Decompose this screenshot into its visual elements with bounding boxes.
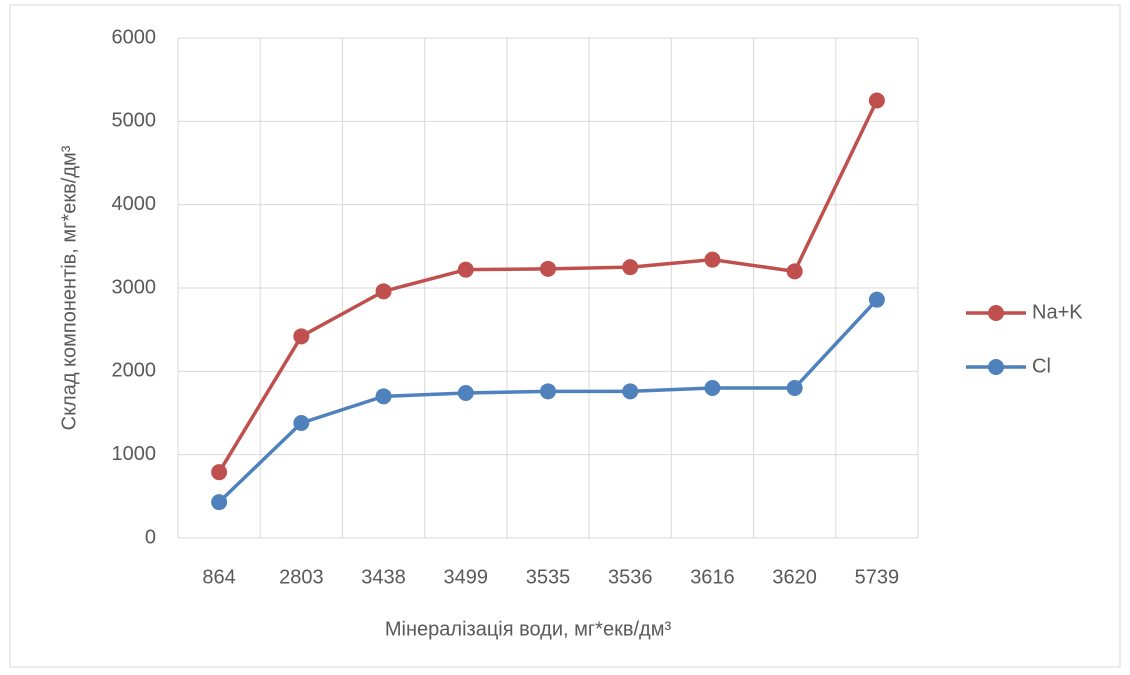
y-tick-label: 5000 [112,110,157,132]
point [868,92,885,109]
x-tick-label: 5739 [855,566,900,588]
point [540,260,556,277]
legend-marker [988,305,1004,321]
point [786,263,803,280]
x-tick-label: 864 [202,566,235,588]
point [622,383,639,400]
legend-label: Cl [1032,355,1051,377]
point [293,328,310,345]
x-tick-label: 3499 [444,566,489,588]
point [457,385,474,401]
point [211,494,228,511]
point [457,261,474,278]
point [868,291,885,308]
x-tick-label: 3620 [772,566,817,588]
x-tick-label: 3438 [361,566,406,588]
y-axis-title: Склад компонентів, мг*екв/дм³ [58,145,80,430]
point [211,464,228,481]
y-tick-label: 6000 [112,26,157,48]
x-tick-label: 2803 [279,566,324,588]
point [540,383,556,400]
legend-label: Na+K [1032,301,1083,323]
point [786,380,803,396]
point [375,283,392,300]
point [704,380,721,396]
y-tick-label: 0 [145,526,156,548]
x-tick-label: 3535 [526,566,571,588]
point [293,415,310,431]
y-tick-label: 2000 [112,360,157,382]
x-tick-label: 3536 [608,566,653,588]
y-tick-label: 3000 [112,276,157,298]
point [375,388,392,405]
chart-border [9,4,1121,668]
x-axis-title: Мінералізація води, мг*екв/дм³ [385,618,672,640]
point [622,259,639,276]
y-tick-label: 1000 [112,443,157,465]
legend-marker [988,359,1004,375]
point [704,251,721,268]
y-tick-label: 4000 [112,193,157,215]
x-tick-label: 3616 [690,566,735,588]
